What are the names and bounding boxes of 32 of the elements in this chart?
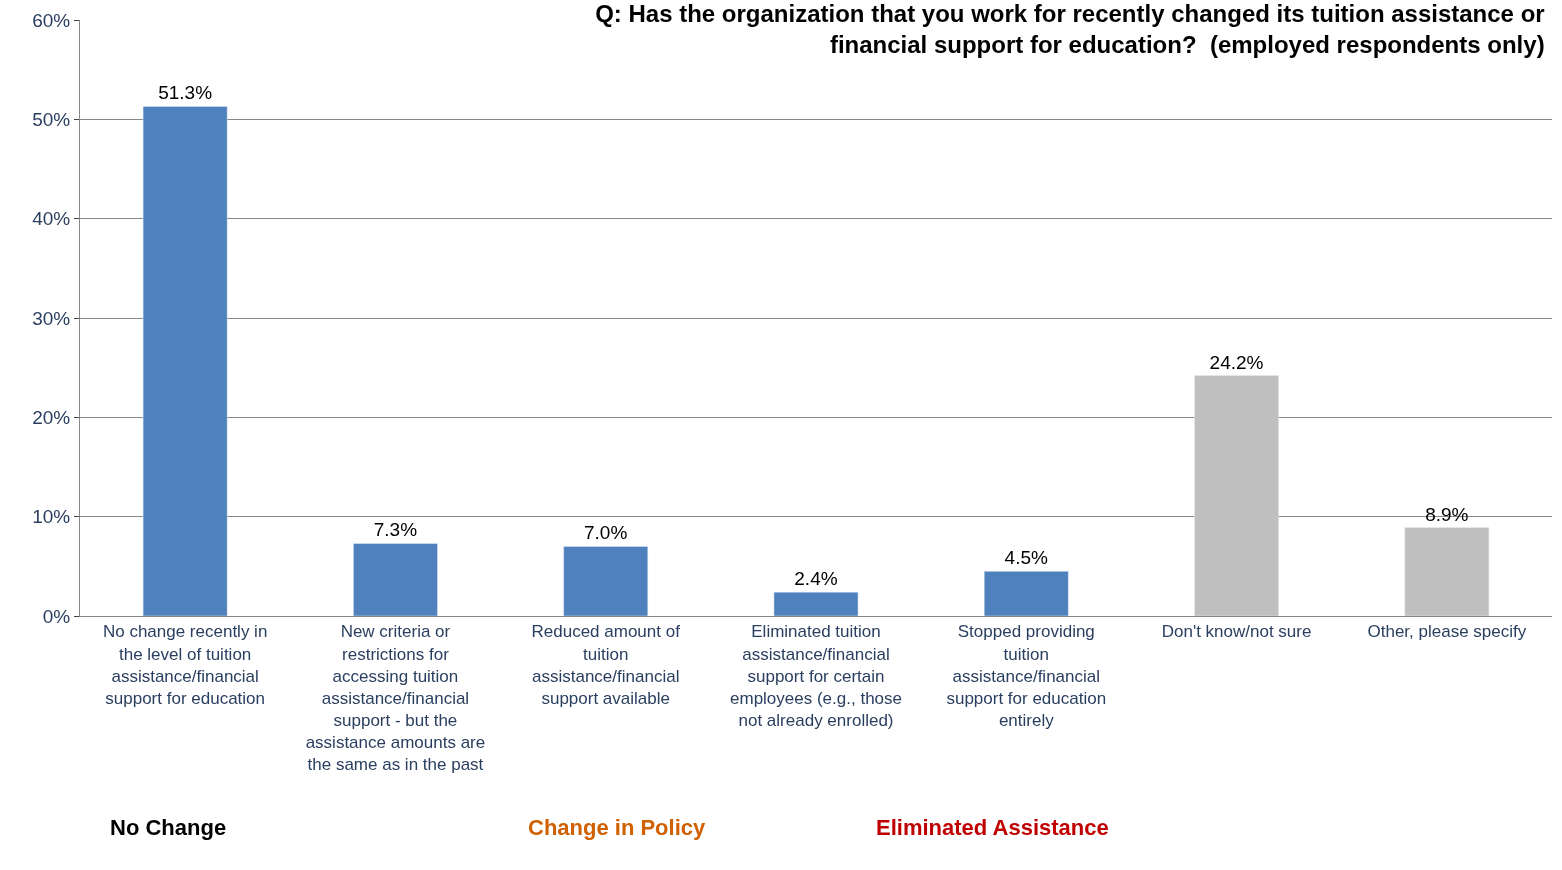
data-label: 2.4% xyxy=(794,568,838,590)
bar xyxy=(773,591,859,616)
data-label: 7.3% xyxy=(373,519,418,541)
text: Eliminated Assistance xyxy=(876,815,1109,840)
data-label: 4.5% xyxy=(1004,547,1048,569)
x-tick-label: Eliminated tuition assistance/financial support for certain employees (e.g., those not already enrolled) xyxy=(730,622,902,730)
text: Change in Policy xyxy=(528,815,707,840)
bar xyxy=(1194,375,1279,616)
y-tick-label: 10% xyxy=(32,506,71,528)
y-tick-label: 60% xyxy=(32,9,71,31)
chart-title: Q: Has the organization that you work for recently changed its tuition assistance or financial support for education? (employed respondents only) xyxy=(595,0,1545,58)
x-tick-label: New criteria or restrictions for accessing tuition assistance/financial support - but the assistance amounts are the same as in the past xyxy=(305,622,486,774)
x-tick-label: Other, please specify xyxy=(1367,622,1527,642)
bar xyxy=(563,546,649,616)
x-tick-label: Stopped providing tuition assistance/financial support for education entirely xyxy=(946,622,1107,730)
bar xyxy=(1404,527,1490,616)
x-tick-label: No change recently in the level of tuition assistance/financial support for education xyxy=(102,622,268,708)
data-label: 8.9% xyxy=(1425,503,1469,525)
y-tick-label: 20% xyxy=(32,406,71,428)
y-tick-label: 50% xyxy=(32,108,71,130)
data-label: 51.3% xyxy=(158,82,213,104)
bar xyxy=(353,543,438,616)
x-tick-label: Reduced amount of tuition assistance/financial support available xyxy=(531,622,681,708)
y-tick-label: 40% xyxy=(32,208,71,230)
text: No Change xyxy=(110,815,227,840)
x-tick-label: Don't know/not sure xyxy=(1161,622,1312,642)
data-label: 24.2% xyxy=(1209,351,1264,373)
bar xyxy=(983,571,1069,616)
y-tick-label: 0% xyxy=(42,605,71,627)
y-tick-label: 30% xyxy=(32,307,71,329)
data-label: 7.0% xyxy=(584,522,628,544)
bar xyxy=(142,106,228,616)
